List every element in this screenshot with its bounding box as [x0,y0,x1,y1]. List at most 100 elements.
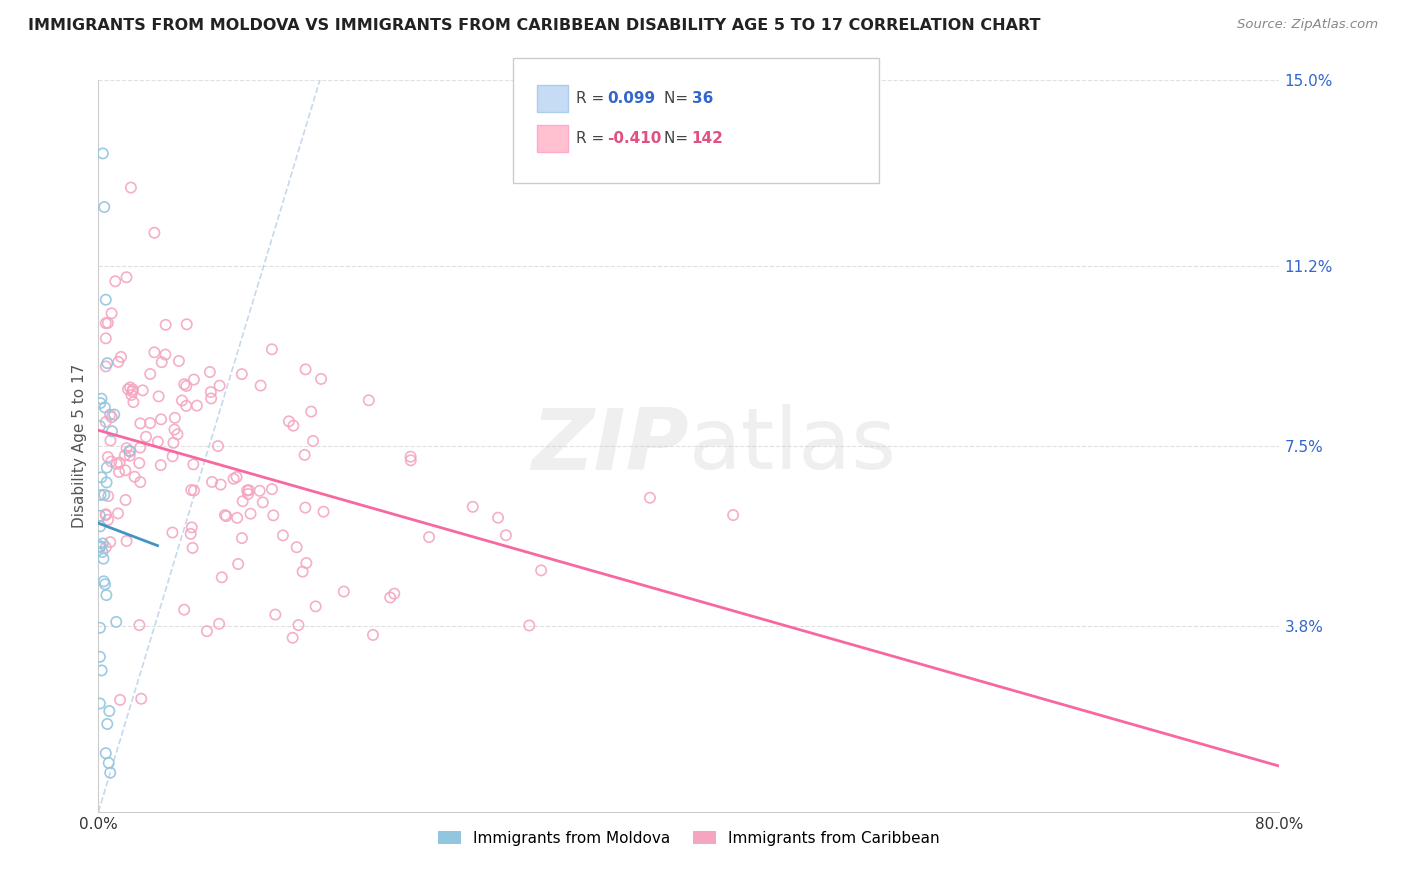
Point [128,456,150,470]
Y-axis label: Disability Age 5 to 17: Disability Age 5 to 17 [72,364,87,528]
Point [399,453,422,467]
Text: 142: 142 [692,131,724,145]
Point [162,525,184,540]
Point [180,520,202,534]
Point [155,318,177,332]
Point [115,441,138,455]
Point [94,541,117,555]
Point [98,704,121,718]
Point [94,508,117,522]
Point [98,408,121,422]
Point [108,465,131,479]
Point [163,423,186,437]
Point [129,441,152,455]
Point [94,746,117,760]
Point [226,557,249,571]
Point [96,717,118,731]
Point [114,493,136,508]
Point [486,510,509,524]
Point [103,408,125,422]
Point [93,574,115,589]
Point [294,500,316,515]
Point [93,488,115,502]
Point [277,414,299,428]
Point [100,434,122,448]
Point [418,530,440,544]
Point [399,450,422,464]
Point [236,487,259,501]
Point [98,535,121,549]
Point [252,495,274,509]
Point [209,477,232,491]
Point [198,365,221,379]
Point [96,475,118,490]
Point [495,528,517,542]
Point [294,448,316,462]
Point [89,519,111,533]
Point [174,399,197,413]
Text: atlas: atlas [689,404,897,488]
Point [94,577,117,591]
Point [155,348,177,362]
Point [139,416,162,430]
Point [200,392,222,406]
Point [162,450,184,464]
Point [285,540,308,554]
Point [173,602,195,616]
Point [333,584,356,599]
Point [260,482,283,496]
Point [90,488,112,502]
Point [122,395,145,409]
Point [271,528,294,542]
Point [167,354,190,368]
Point [90,664,112,678]
Point [291,565,314,579]
Point [120,180,142,194]
Point [183,373,205,387]
Point [312,505,335,519]
Point [93,551,115,566]
Point [96,356,118,370]
Point [89,396,111,410]
Point [200,385,222,400]
Text: N=: N= [664,131,693,145]
Point [91,146,114,161]
Point [173,377,195,392]
Point [304,599,326,614]
Point [638,491,661,505]
Point [231,367,253,381]
Point [90,470,112,484]
Text: R =: R = [576,131,610,145]
Point [120,388,142,402]
Text: 0.099: 0.099 [607,91,655,105]
Point [287,618,309,632]
Point [238,483,260,498]
Point [163,410,186,425]
Point [96,588,118,602]
Point [299,404,322,418]
Point [264,607,287,622]
Point [94,401,117,415]
Text: IMMIGRANTS FROM MOLDOVA VS IMMIGRANTS FROM CARIBBEAN DISABILITY AGE 5 TO 17 CORR: IMMIGRANTS FROM MOLDOVA VS IMMIGRANTS FR… [28,18,1040,33]
Point [91,536,114,550]
Point [97,489,120,503]
Point [357,393,380,408]
Point [97,756,120,770]
Point [91,545,114,559]
Point [382,587,405,601]
Point [208,378,231,392]
Text: N=: N= [664,91,693,105]
Point [143,345,166,359]
Point [90,392,112,406]
Point [120,444,142,458]
Point [89,541,111,555]
Point [207,439,229,453]
Point [143,226,166,240]
Point [105,615,128,629]
Point [294,362,316,376]
Point [186,399,208,413]
Point [96,460,118,475]
Point [176,318,198,332]
Point [89,621,111,635]
Point [150,355,173,369]
